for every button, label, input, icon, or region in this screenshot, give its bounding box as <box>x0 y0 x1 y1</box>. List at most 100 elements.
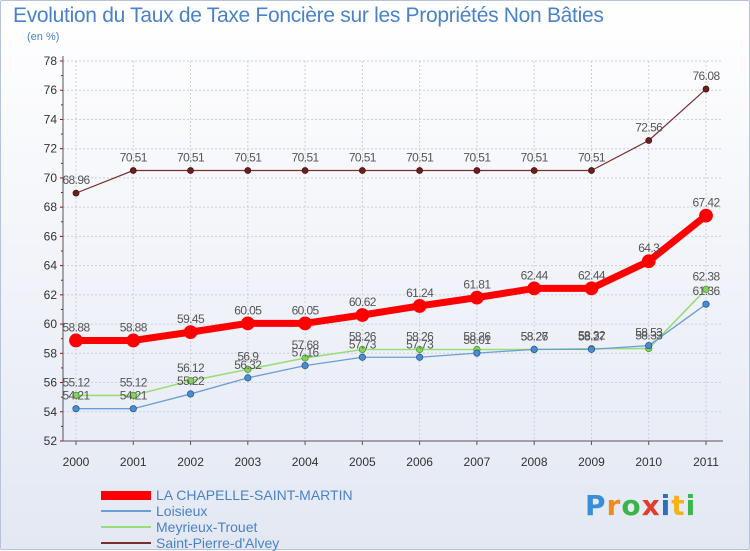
y-tick-label: 54 <box>44 405 58 419</box>
data-label-layer: 68.96 70.51 70.51 70.51 70.51 70.51 70.51 70.51… <box>62 69 721 403</box>
data-point-saint-pierre-d-alvey <box>129 167 137 174</box>
legend-item: Loisieux <box>101 503 401 519</box>
data-point-la-chapelle-saint-martin <box>584 281 599 296</box>
chart-title: Evolution du Taux de Taxe Foncière sur l… <box>13 4 604 27</box>
series-line-la-chapelle-saint-martin <box>76 212 709 344</box>
data-label-meyrieux-trouet: 58.26 <box>349 330 377 344</box>
data-label-meyrieux-trouet: 58.26 <box>521 330 549 344</box>
data-label-loisieux: 57.16 <box>292 346 320 360</box>
data-label-saint-pierre-d-alvey: 76.08 <box>692 69 720 83</box>
logo-letter: r <box>606 489 622 522</box>
data-label-loisieux: 55.22 <box>177 374 205 388</box>
data-label-meyrieux-trouet: 58.33 <box>635 328 663 342</box>
data-label-la-chapelle-saint-martin: 60.05 <box>234 303 262 317</box>
data-point-meyrieux-trouet <box>702 285 710 293</box>
data-point-saint-pierre-d-alvey <box>187 167 194 174</box>
data-point-meyrieux-trouet <box>186 377 195 385</box>
chart-subtitle: (en %) <box>27 31 60 43</box>
data-point-la-chapelle-saint-martin <box>641 254 656 269</box>
y-tick-label: 56 <box>44 376 58 390</box>
data-point-meyrieux-trouet <box>358 345 366 354</box>
data-point-saint-pierre-d-alvey <box>301 167 309 174</box>
data-label-meyrieux-trouet: 62.38 <box>692 269 720 283</box>
logo-letter: t <box>671 489 686 522</box>
data-label-loisieux: 54.21 <box>62 389 90 403</box>
data-label-meyrieux-trouet: 55.12 <box>62 375 90 389</box>
data-label-meyrieux-trouet: 57.68 <box>292 338 320 352</box>
data-point-loisieux <box>72 405 80 413</box>
y-tick-label: 70 <box>44 171 58 185</box>
data-point-loisieux <box>587 345 596 353</box>
y-tick-label: 78 <box>44 54 58 68</box>
data-label-meyrieux-trouet: 55.12 <box>120 375 148 389</box>
data-point-saint-pierre-d-alvey <box>645 137 653 144</box>
data-label-saint-pierre-d-alvey: 70.51 <box>234 150 262 164</box>
data-label-la-chapelle-saint-martin: 60.62 <box>349 295 377 309</box>
data-label-saint-pierre-d-alvey: 72.56 <box>635 121 663 135</box>
y-tick-label: 66 <box>44 229 58 243</box>
data-label-loisieux: 54.21 <box>120 389 148 403</box>
data-label-loisieux: 58.01 <box>463 333 491 347</box>
data-label-la-chapelle-saint-martin: 60.05 <box>292 303 320 317</box>
data-label-meyrieux-trouet: 58.26 <box>406 330 434 344</box>
x-tick-label: 2002 <box>177 455 204 469</box>
data-point-la-chapelle-saint-martin <box>126 333 141 348</box>
data-point-saint-pierre-d-alvey <box>358 167 366 174</box>
logo-letter: o <box>621 489 642 522</box>
x-tick-label: 2010 <box>635 455 662 469</box>
data-point-la-chapelle-saint-martin <box>183 325 198 340</box>
data-label-saint-pierre-d-alvey: 70.51 <box>177 150 205 164</box>
proxiti-logo: Proxiti <box>585 489 696 522</box>
y-tick-label: 64 <box>44 259 58 273</box>
legend-item: LA CHAPELLE-SAINT-MARTIN <box>101 487 401 503</box>
x-tick-label: 2011 <box>693 455 719 469</box>
data-point-loisieux <box>530 345 538 353</box>
data-label-la-chapelle-saint-martin: 61.81 <box>463 278 491 292</box>
series-layer <box>69 85 713 413</box>
data-point-saint-pierre-d-alvey <box>530 167 538 174</box>
series-line-loisieux <box>76 303 707 410</box>
data-point-saint-pierre-d-alvey <box>416 167 424 174</box>
x-tick-label: 2009 <box>578 455 605 469</box>
legend-swatch <box>101 526 151 528</box>
data-label-loisieux: 58.27 <box>578 329 606 343</box>
data-point-loisieux <box>244 374 252 382</box>
data-point-meyrieux-trouet <box>301 354 309 362</box>
y-tick-label: 58 <box>44 346 58 360</box>
data-point-loisieux <box>473 349 481 357</box>
data-label-la-chapelle-saint-martin: 58.88 <box>62 320 90 334</box>
legend-swatch <box>101 490 151 500</box>
x-tick-label: 2007 <box>464 455 491 469</box>
x-tick-label: 2004 <box>292 455 319 469</box>
data-point-la-chapelle-saint-martin <box>527 281 542 296</box>
series-line-saint-pierre-d-alvey <box>75 88 707 194</box>
y-tick-label: 76 <box>44 83 58 97</box>
logo-letter: i <box>660 489 672 522</box>
data-label-loisieux: 56.32 <box>234 358 262 372</box>
logo-letter: P <box>585 489 607 522</box>
y-tick-label: 72 <box>44 142 58 156</box>
data-point-loisieux <box>702 300 710 308</box>
data-point-meyrieux-trouet <box>244 365 252 373</box>
x-tick-label: 2008 <box>521 455 548 469</box>
data-label-loisieux: 57.73 <box>349 337 377 351</box>
data-label-saint-pierre-d-alvey: 68.96 <box>62 173 90 187</box>
data-label-la-chapelle-saint-martin: 64.3 <box>638 241 660 255</box>
data-label-la-chapelle-saint-martin: 58.88 <box>120 320 148 334</box>
data-label-saint-pierre-d-alvey: 70.51 <box>521 150 549 164</box>
y-tick-label: 60 <box>44 317 58 331</box>
data-label-meyrieux-trouet: 56.12 <box>177 361 205 375</box>
data-point-loisieux <box>645 341 653 350</box>
y-tick-label: 62 <box>44 288 58 302</box>
data-label-loisieux: 57.73 <box>406 337 434 351</box>
data-point-saint-pierre-d-alvey <box>473 167 481 174</box>
data-label-loisieux: 58.27 <box>521 329 549 343</box>
legend-label: Saint-Pierre-d'Alvey <box>156 535 280 551</box>
data-label-loisieux: 58.53 <box>635 326 663 340</box>
data-point-loisieux <box>416 353 424 361</box>
data-point-la-chapelle-saint-martin <box>699 208 713 223</box>
legend-swatch <box>101 542 151 544</box>
x-tick-label: 2003 <box>234 455 261 469</box>
